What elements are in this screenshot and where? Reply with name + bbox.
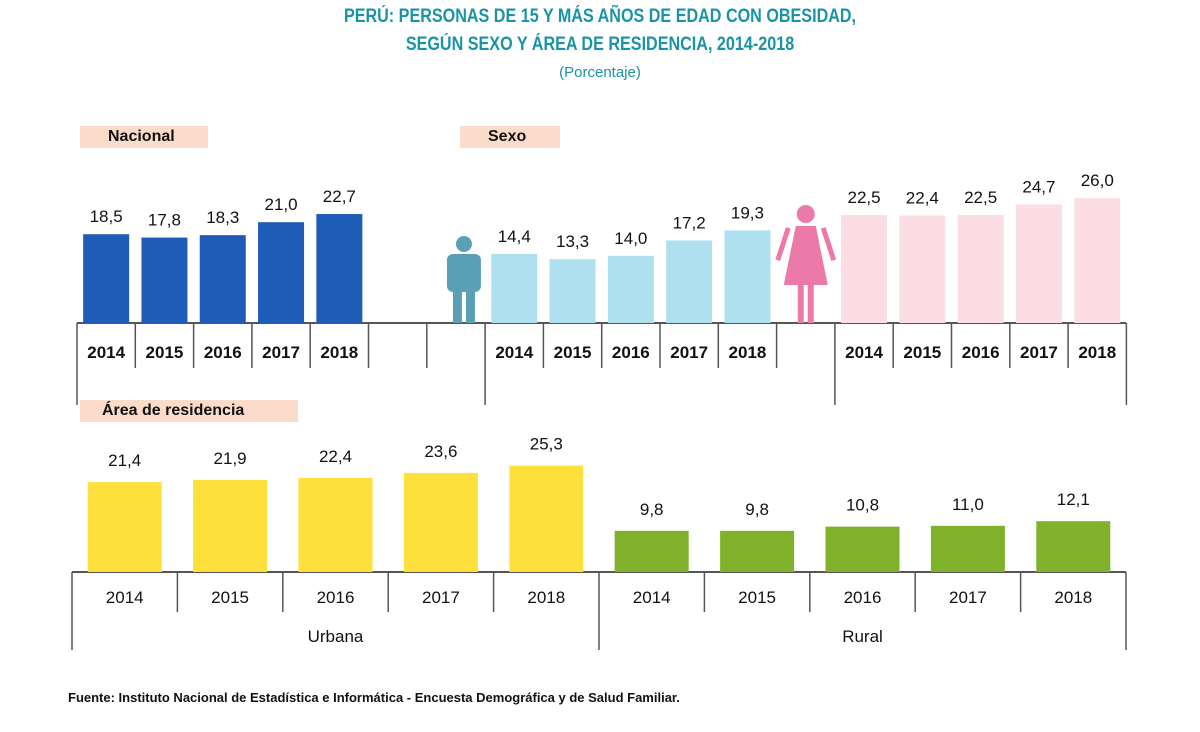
bar-hombres-2018 [724, 230, 771, 323]
data-label-nacional-2018: 22,7 [323, 187, 356, 206]
data-label-urbana-2017: 23,6 [424, 442, 457, 461]
panel-label-nacional: Nacional [80, 126, 208, 148]
data-label-rural-2016: 10,8 [846, 496, 879, 515]
data-label-hombres-2017: 17,2 [673, 213, 706, 232]
tick-label-urbana-2018: 2018 [527, 588, 565, 607]
data-label-rural-2015: 9,8 [745, 500, 769, 519]
data-label-nacional-2015: 17,8 [148, 211, 181, 230]
bar-hombres-2014 [491, 253, 538, 323]
tick-label-mujeres-2017: 2017 [1020, 343, 1058, 362]
data-label-urbana-2015: 21,9 [214, 449, 247, 468]
data-label-urbana-2018: 25,3 [530, 435, 563, 454]
data-label-mujeres-2015: 22,4 [906, 188, 939, 207]
bar-nacional-2018 [316, 214, 363, 323]
group-label-urbana: Urbana [308, 627, 364, 646]
tick-label-mujeres-2014: 2014 [845, 343, 883, 362]
tick-label-hombres-2018: 2018 [729, 343, 767, 362]
tick-label-rural-2017: 2017 [949, 588, 987, 607]
bar-rural-2018 [1036, 521, 1111, 572]
bar-rural-2016 [825, 526, 900, 572]
bar-urbana-2014 [87, 482, 162, 572]
woman-icon [796, 205, 815, 223]
man-icon [446, 254, 481, 292]
bar-mujeres-2014 [841, 215, 888, 323]
bar-urbana-2016 [298, 477, 373, 572]
group-label-rural: Rural [842, 627, 883, 646]
woman-icon [775, 227, 791, 261]
data-label-urbana-2016: 22,4 [319, 447, 352, 466]
chart-title-line2: SEGÚN SEXO Y ÁREA DE RESIDENCIA, 2014-20… [405, 34, 795, 55]
woman-icon [783, 226, 828, 285]
bar-urbana-2018 [509, 465, 584, 572]
panel-label-sexo: Sexo [460, 126, 560, 148]
tick-label-nacional-2018: 2018 [320, 343, 358, 362]
data-label-hombres-2016: 14,0 [614, 229, 647, 248]
tick-label-nacional-2014: 2014 [87, 343, 125, 362]
tick-label-hombres-2016: 2016 [612, 343, 650, 362]
bar-mujeres-2018 [1074, 198, 1121, 323]
tick-label-hombres-2017: 2017 [670, 343, 708, 362]
man-icon [465, 286, 475, 323]
data-label-mujeres-2018: 26,0 [1081, 171, 1114, 190]
bar-mujeres-2016 [957, 215, 1004, 323]
man-icon [455, 236, 472, 252]
data-label-hombres-2015: 13,3 [556, 232, 589, 251]
data-label-urbana-2014: 21,4 [108, 451, 141, 470]
woman-icon [797, 283, 804, 323]
bar-rural-2015 [720, 530, 795, 572]
tick-label-nacional-2017: 2017 [262, 343, 300, 362]
chart-title-line1: PERÚ: PERSONAS DE 15 Y MÁS AÑOS DE EDAD … [343, 6, 857, 27]
tick-label-urbana-2017: 2017 [422, 588, 460, 607]
data-label-hombres-2014: 14,4 [498, 227, 531, 246]
tick-label-mujeres-2016: 2016 [962, 343, 1000, 362]
data-label-mujeres-2014: 22,5 [848, 188, 881, 207]
bar-rural-2017 [930, 525, 1005, 572]
tick-label-urbana-2015: 2015 [211, 588, 249, 607]
tick-label-mujeres-2018: 2018 [1078, 343, 1116, 362]
bar-nacional-2016 [199, 235, 246, 323]
bar-hombres-2015 [549, 259, 596, 323]
woman-icon [820, 227, 837, 261]
tick-label-hombres-2014: 2014 [495, 343, 533, 362]
chart-subtitle: (Porcentaje) [559, 64, 641, 81]
bar-rural-2014 [614, 530, 689, 572]
tick-label-urbana-2016: 2016 [317, 588, 355, 607]
tick-label-rural-2014: 2014 [633, 588, 671, 607]
tick-label-urbana-2014: 2014 [106, 588, 144, 607]
tick-label-nacional-2016: 2016 [204, 343, 242, 362]
bar-mujeres-2017 [1015, 204, 1062, 323]
data-label-rural-2014: 9,8 [640, 500, 664, 519]
data-label-nacional-2016: 18,3 [206, 208, 239, 227]
data-label-rural-2017: 11,0 [952, 495, 984, 514]
source-note: Fuente: Instituto Nacional de Estadístic… [68, 690, 680, 705]
bar-nacional-2015 [141, 237, 188, 323]
data-label-hombres-2018: 19,3 [731, 203, 764, 222]
bar-nacional-2017 [258, 222, 305, 323]
tick-label-hombres-2015: 2015 [554, 343, 592, 362]
tick-label-rural-2015: 2015 [738, 588, 776, 607]
data-label-mujeres-2016: 22,5 [964, 188, 997, 207]
tick-label-mujeres-2015: 2015 [903, 343, 941, 362]
bar-hombres-2016 [607, 255, 654, 323]
tick-label-rural-2016: 2016 [844, 588, 882, 607]
bar-urbana-2015 [193, 480, 268, 572]
panel-label-area: Área de residencia [80, 400, 298, 422]
data-label-mujeres-2017: 24,7 [1022, 177, 1055, 196]
bar-mujeres-2015 [899, 215, 946, 323]
man-icon [452, 286, 462, 323]
woman-icon [807, 283, 814, 323]
data-label-nacional-2014: 18,5 [90, 207, 123, 226]
bar-hombres-2017 [666, 240, 713, 323]
bar-nacional-2014 [83, 234, 130, 323]
tick-label-rural-2018: 2018 [1054, 588, 1092, 607]
data-label-rural-2018: 12,1 [1057, 490, 1090, 509]
tick-label-nacional-2015: 2015 [146, 343, 184, 362]
data-label-nacional-2017: 21,0 [265, 195, 298, 214]
bar-urbana-2017 [403, 472, 478, 572]
